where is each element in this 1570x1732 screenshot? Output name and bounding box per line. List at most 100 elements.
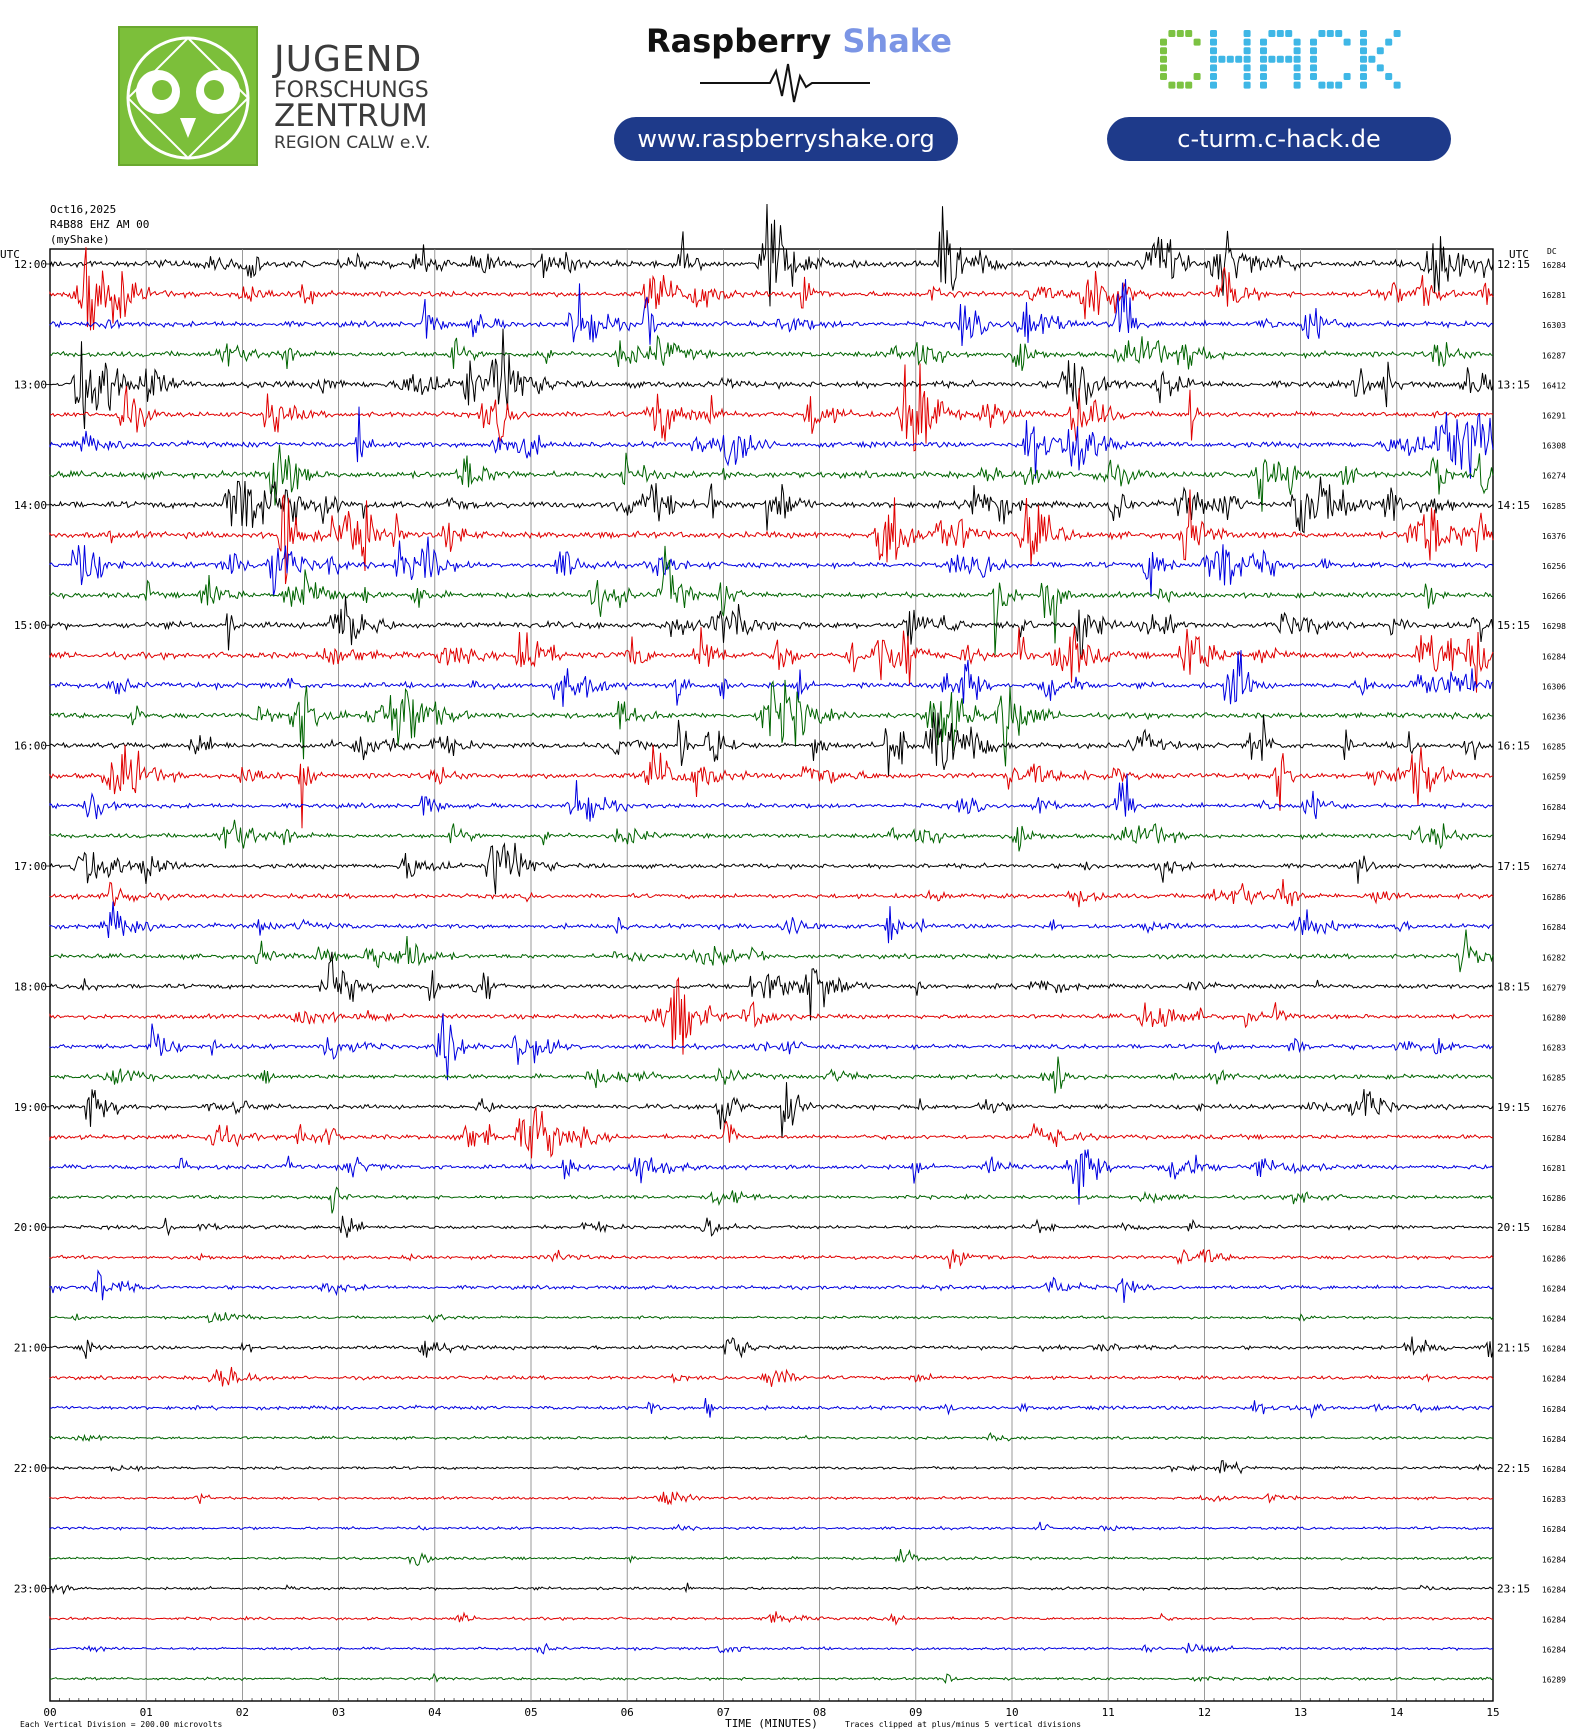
seismic-trace — [49, 444, 1494, 512]
left-utc-label: UTC — [0, 248, 20, 261]
jfz-line1: JUGEND — [274, 39, 423, 80]
chack-dot — [1310, 47, 1317, 55]
seismic-trace — [49, 744, 1493, 829]
chack-logo — [1160, 30, 1401, 89]
dc-offset-label: 16284 — [1542, 1585, 1566, 1594]
seismic-trace — [49, 773, 1494, 822]
dc-offset-label: 16284 — [1542, 1525, 1566, 1534]
dc-offset-label: 16236 — [1542, 713, 1566, 722]
chack-dot — [1210, 81, 1217, 89]
chack-dot — [1360, 38, 1367, 46]
seismic-trace — [49, 1149, 1494, 1205]
chack-dot — [1243, 81, 1251, 89]
seismic-trace — [49, 1642, 1493, 1655]
dc-offset-label: 16282 — [1542, 953, 1566, 962]
right-hour-label: 14:15 — [1497, 499, 1530, 512]
chack-dot — [1343, 38, 1351, 46]
dc-offset-label: 16308 — [1542, 442, 1566, 451]
left-hour-label: 17:00 — [14, 860, 47, 873]
dc-offset-label: 16376 — [1542, 532, 1566, 541]
chack-dot — [1360, 81, 1367, 89]
chack-dot — [1335, 81, 1343, 89]
seismic-trace — [49, 929, 1494, 973]
x-tick-label: 11 — [1102, 1706, 1115, 1719]
dc-offset-label: 16276 — [1542, 1104, 1566, 1113]
dc-label: DC — [1547, 247, 1557, 256]
seismic-wave-icon — [700, 63, 870, 103]
dc-offset-label: 16284 — [1542, 803, 1566, 812]
seismic-trace — [49, 1521, 1494, 1532]
chack-dot — [1318, 30, 1326, 37]
right-hour-label: 23:15 — [1497, 1582, 1530, 1595]
chack-dot — [1210, 30, 1217, 37]
chack-dot — [1360, 30, 1367, 37]
chack-dot — [1235, 55, 1243, 63]
dc-offset-label: 16294 — [1542, 833, 1566, 842]
footer-scale-note: Each Vertical Division = 200.00 microvol… — [20, 1720, 222, 1729]
chack-url-link[interactable]: c-turm.c-hack.de — [1107, 117, 1451, 161]
dc-offset-label: 16284 — [1542, 1555, 1566, 1564]
x-tick-label: 14 — [1390, 1706, 1404, 1719]
seismic-trace — [49, 596, 1494, 660]
dc-offset-label: 16280 — [1542, 1014, 1566, 1023]
chack-dot — [1243, 38, 1251, 46]
right-utc-label: UTC — [1509, 248, 1529, 261]
chack-dot — [1260, 73, 1267, 80]
dc-offset-label: 16279 — [1542, 983, 1566, 992]
jfz-line3: ZENTRUM — [274, 98, 428, 134]
seismic-trace — [49, 1366, 1494, 1387]
dc-offset-label: 16284 — [1542, 1345, 1566, 1354]
right-hour-label: 13:15 — [1497, 378, 1530, 391]
dc-offset-label: 16284 — [1542, 1375, 1566, 1384]
rs-url-link[interactable]: www.raspberryshake.org — [614, 117, 958, 161]
jfz-line4: REGION CALW e.V. — [274, 133, 431, 153]
chack-dot — [1343, 73, 1351, 80]
chack-dot — [1160, 38, 1167, 46]
chack-dot — [1360, 47, 1367, 55]
chack-dot — [1243, 30, 1251, 37]
chack-dot — [1293, 64, 1301, 72]
dc-offset-label: 16284 — [1542, 1224, 1566, 1233]
dc-offset-label: 16259 — [1542, 773, 1566, 782]
seismic-trace — [49, 1548, 1493, 1567]
chack-dot — [1326, 81, 1334, 89]
chack-dot — [1293, 73, 1301, 80]
chack-dot — [1193, 38, 1201, 46]
dc-offset-label: 16266 — [1542, 592, 1566, 601]
seismic-trace — [49, 901, 1494, 944]
dc-offset-label: 16286 — [1542, 1194, 1566, 1203]
left-hour-label: 23:00 — [14, 1582, 47, 1595]
dc-offset-label: 16412 — [1542, 381, 1566, 390]
seismic-trace — [49, 1107, 1494, 1159]
left-hour-label: 15:00 — [14, 619, 47, 632]
x-tick-label: 03 — [332, 1706, 345, 1719]
dc-offset-label: 16303 — [1542, 321, 1566, 330]
chack-dot — [1210, 64, 1217, 72]
dc-offset-label: 16284 — [1542, 261, 1566, 270]
trace-group — [49, 203, 1494, 1684]
chack-dot — [1260, 38, 1267, 46]
chack-dot — [1360, 64, 1367, 72]
seismic-trace — [49, 1460, 1494, 1475]
footer-clip-note: Traces clipped at plus/minus 5 vertical … — [845, 1720, 1081, 1729]
dc-offset-label: 16285 — [1542, 502, 1566, 511]
chack-dot — [1310, 64, 1317, 72]
chack-dot — [1293, 55, 1301, 63]
jfz-line2: FORSCHUNGS — [274, 78, 429, 103]
dc-offset-label: 16285 — [1542, 1074, 1566, 1083]
chack-dot — [1176, 30, 1184, 37]
chack-dot — [1393, 81, 1401, 89]
chack-dot — [1268, 30, 1276, 37]
x-axis-title: TIME (MINUTES) — [725, 1717, 818, 1730]
seismic-trace — [49, 1082, 1494, 1139]
chack-dot — [1310, 55, 1317, 63]
chack-dot — [1310, 73, 1317, 80]
dc-offset-label: 16283 — [1542, 1044, 1566, 1053]
x-tick-label: 00 — [43, 1706, 56, 1719]
seismic-trace — [49, 334, 1494, 372]
chack-dot — [1160, 73, 1167, 80]
dc-offset-label: 16291 — [1542, 412, 1566, 421]
x-tick-label: 02 — [236, 1706, 249, 1719]
chack-dot — [1160, 64, 1167, 72]
